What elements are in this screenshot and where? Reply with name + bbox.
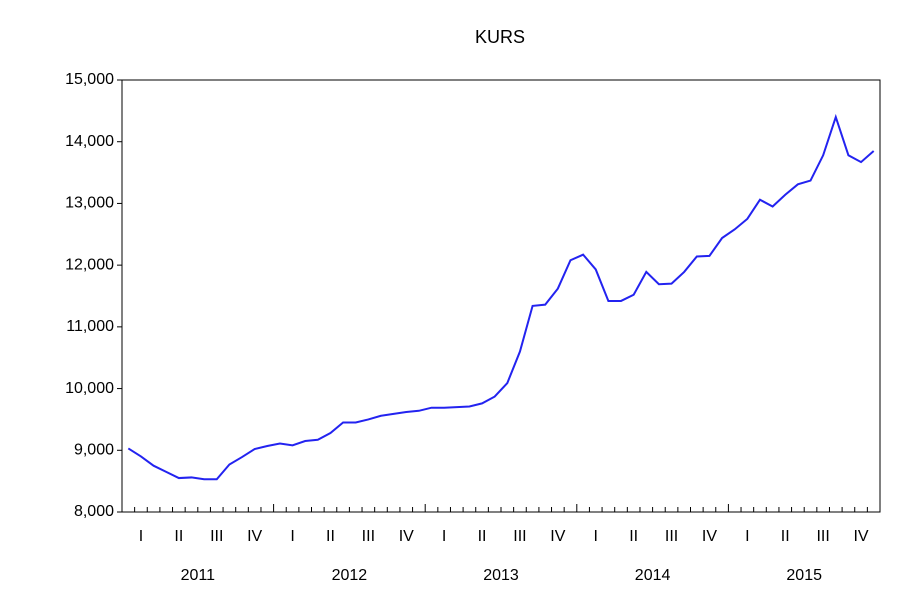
x-quarter-label: I: [594, 528, 598, 545]
x-quarter-label: IV: [550, 528, 565, 545]
x-quarter-label: III: [665, 528, 678, 545]
x-year-label: 2015: [786, 567, 822, 584]
y-tick-label: 10,000: [65, 380, 114, 397]
y-tick-label: 8,000: [74, 503, 114, 520]
y-tick-label: 14,000: [65, 133, 114, 150]
x-quarter-label: IV: [247, 528, 262, 545]
x-quarter-label: IV: [399, 528, 414, 545]
x-year-label: 2014: [635, 567, 671, 584]
x-quarter-label: II: [781, 528, 790, 545]
x-year-label: 2011: [181, 567, 216, 584]
line: [127, 113, 875, 481]
x-quarter-label: II: [326, 528, 335, 545]
x-quarter-label: I: [745, 528, 749, 545]
y-tick-label: 12,000: [65, 256, 114, 273]
y-tick-label: 15,000: [65, 71, 114, 88]
x-quarter-label: III: [362, 528, 375, 545]
y-tick-label: 11,000: [66, 318, 114, 335]
y-tick-label: 9,000: [74, 442, 114, 459]
plot-frame: [121, 79, 881, 513]
x-quarter-label: I: [442, 528, 446, 545]
x-year-label: 2012: [332, 567, 368, 584]
x-quarter-label: IV: [853, 528, 868, 545]
x-quarter-label: III: [513, 528, 526, 545]
y-tick-label: 13,000: [65, 195, 114, 212]
x-quarter-label: II: [174, 528, 183, 545]
x-quarter-label: II: [478, 528, 487, 545]
x-quarter-label: I: [139, 528, 143, 545]
x-quarter-label: II: [629, 528, 638, 545]
x-quarter-label: III: [210, 528, 223, 545]
x-quarter-label: I: [290, 528, 294, 545]
x-quarter-label: III: [816, 528, 829, 545]
x-quarter-label: IV: [702, 528, 717, 545]
x-year-label: 2013: [483, 567, 519, 584]
chart-title: KURS: [475, 27, 525, 47]
